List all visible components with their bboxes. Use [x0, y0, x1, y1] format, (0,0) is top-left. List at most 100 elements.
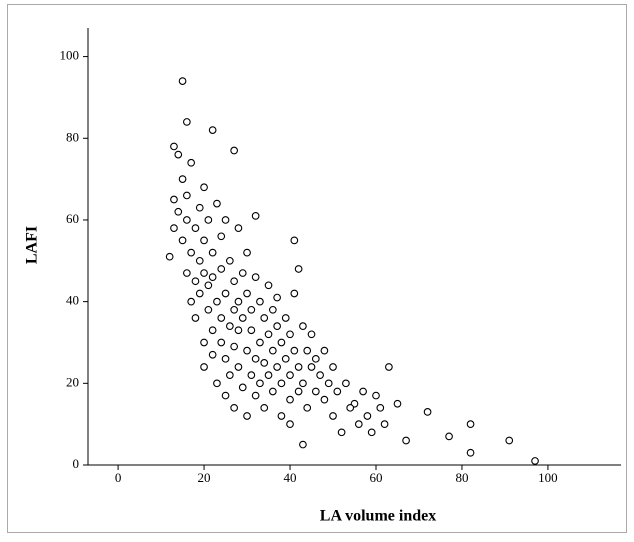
point — [243, 412, 251, 420]
point — [234, 297, 243, 306]
point — [230, 403, 238, 412]
point — [281, 354, 290, 363]
point — [303, 403, 312, 412]
point — [277, 379, 286, 388]
point — [221, 391, 230, 400]
y-tick-label: 60 — [66, 211, 79, 226]
point — [251, 212, 260, 220]
point — [342, 379, 350, 388]
point — [183, 191, 191, 200]
point — [170, 142, 178, 151]
point — [286, 330, 294, 339]
x-tick-label: 60 — [369, 470, 382, 485]
point — [200, 236, 208, 245]
point — [208, 326, 217, 335]
point — [200, 269, 208, 277]
point — [268, 305, 277, 314]
point — [380, 420, 389, 429]
point — [281, 314, 290, 322]
point — [213, 379, 221, 388]
point — [187, 297, 196, 306]
point — [251, 354, 260, 363]
point — [247, 305, 256, 314]
point — [260, 314, 269, 322]
y-tick-label: 40 — [66, 293, 79, 308]
point — [217, 338, 226, 347]
point — [238, 314, 247, 322]
point — [247, 326, 256, 335]
point — [320, 395, 329, 404]
point — [221, 354, 230, 363]
point — [243, 346, 251, 355]
point — [225, 322, 234, 330]
point — [256, 297, 264, 306]
point — [256, 379, 264, 388]
y-tick-label: 80 — [66, 129, 79, 144]
point — [311, 354, 320, 363]
point — [208, 126, 217, 134]
point — [200, 363, 208, 371]
point — [243, 248, 251, 257]
point — [230, 146, 238, 155]
point — [290, 289, 299, 298]
y-tick-label: 20 — [66, 374, 79, 389]
point — [277, 338, 286, 347]
point — [187, 248, 196, 257]
point — [204, 281, 213, 290]
point — [354, 420, 363, 429]
point — [247, 371, 256, 379]
point — [294, 387, 303, 396]
point — [307, 363, 316, 371]
point — [299, 322, 307, 330]
point — [260, 403, 269, 412]
point — [234, 326, 243, 335]
point — [299, 379, 307, 388]
point — [359, 387, 367, 396]
point — [273, 363, 281, 371]
point — [200, 338, 208, 347]
point — [230, 305, 238, 314]
point — [178, 236, 187, 245]
point — [286, 395, 294, 404]
point — [264, 281, 273, 290]
point — [195, 203, 204, 212]
point — [221, 216, 230, 224]
point — [238, 383, 247, 392]
point — [208, 273, 217, 281]
point — [307, 330, 316, 339]
point — [238, 269, 247, 277]
point — [466, 448, 475, 457]
y-axis-label: LAFI — [24, 226, 41, 264]
point — [423, 408, 432, 416]
point — [329, 412, 337, 420]
point — [376, 403, 385, 412]
point — [195, 289, 204, 298]
point — [294, 363, 303, 371]
frame — [7, 4, 627, 533]
point — [324, 379, 333, 388]
y-tick-label: 100 — [60, 48, 80, 63]
point — [268, 387, 277, 396]
y-tick-label: 0 — [73, 456, 80, 471]
point — [316, 371, 324, 379]
x-tick-label: 80 — [455, 470, 468, 485]
point — [191, 277, 200, 286]
point — [333, 387, 342, 396]
point — [385, 363, 393, 371]
point — [221, 289, 230, 298]
point — [299, 440, 307, 449]
point — [320, 346, 329, 355]
point — [178, 77, 187, 85]
point — [243, 289, 251, 298]
point — [346, 403, 355, 412]
point — [174, 150, 183, 159]
point — [234, 363, 243, 371]
point — [174, 207, 183, 216]
point — [311, 387, 320, 396]
point — [264, 371, 273, 379]
point — [225, 371, 234, 379]
point — [191, 224, 200, 232]
point — [213, 297, 221, 306]
point — [363, 412, 372, 420]
